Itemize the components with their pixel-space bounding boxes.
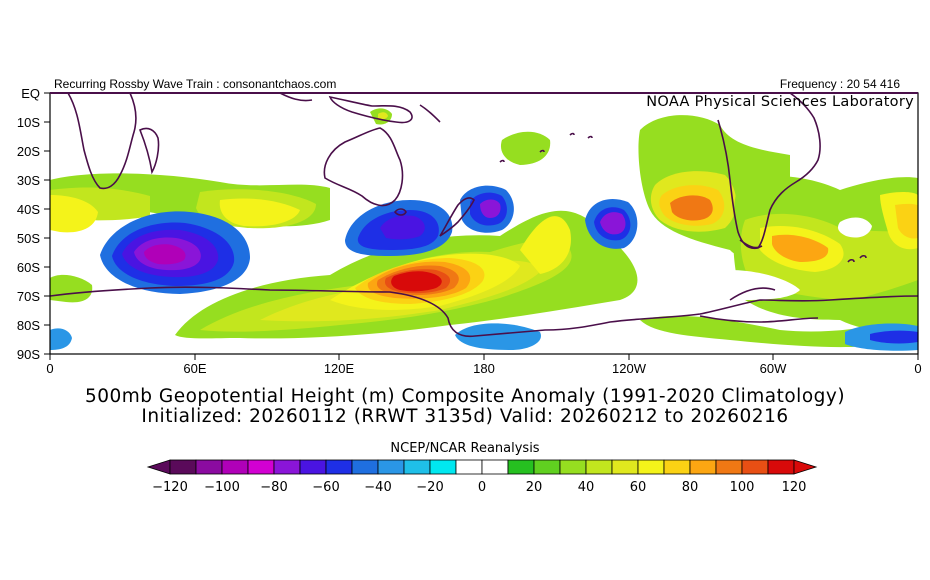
colorbar-swatch	[325, 459, 353, 475]
colorbar-tick-label: 20	[526, 480, 543, 495]
colorbar-swatch	[195, 459, 223, 475]
colorbar-tick-label: −20	[416, 480, 443, 495]
frequency-label: Frequency : 20 54 416	[779, 77, 900, 91]
anomaly-field	[50, 108, 918, 351]
lon-label: 180	[473, 361, 495, 376]
lon-label: 120W	[612, 361, 647, 376]
colorbar-swatch	[715, 459, 743, 475]
colorbar-tick-label: −60	[312, 480, 339, 495]
longitude-axis: 0 60E 120E 180 120W 60W 0	[46, 361, 921, 376]
colorbar-tick-label: −120	[152, 480, 188, 495]
colorbar-swatch	[429, 459, 457, 475]
colorbar-right-arrow	[793, 459, 818, 475]
colorbar-swatch	[767, 459, 795, 475]
lab-credit: NOAA Physical Sciences Laboratory	[646, 94, 914, 110]
lon-label: 120E	[324, 361, 355, 376]
colorbar-swatch	[403, 459, 431, 475]
colorbar-swatch	[637, 459, 665, 475]
colorbar-swatch	[689, 459, 717, 475]
colorbar-swatch	[377, 459, 405, 475]
map-subtitle: Initialized: 20260112 (RRWT 3135d) Valid…	[141, 406, 789, 427]
lat-label: 90S	[17, 347, 40, 362]
lat-label: 30S	[17, 173, 40, 188]
data-source-label: NCEP/NCAR Reanalysis	[390, 441, 540, 456]
colorbar-swatch	[351, 459, 379, 475]
colorbar-swatch	[169, 459, 197, 475]
colorbar-swatch	[611, 459, 639, 475]
lat-label: 60S	[17, 260, 40, 275]
lat-label: 10S	[17, 115, 40, 130]
colorbar-swatch	[533, 459, 561, 475]
colorbar-swatch	[481, 459, 509, 475]
colorbar-tick-label: 100	[730, 480, 755, 495]
colorbar-labels: −120 −100 −80 −60 −40 −20 0 20 40 60 80 100 120	[152, 480, 806, 495]
lat-label: 70S	[17, 289, 40, 304]
colorbar-left-arrow	[146, 459, 171, 475]
lat-label: 20S	[17, 144, 40, 159]
latitude-ticks	[44, 92, 919, 360]
lat-label: 80S	[17, 318, 40, 333]
colorbar-tick-label: 60	[630, 480, 647, 495]
map-title: 500mb Geopotential Height (m) Composite …	[84, 386, 846, 407]
latitude-axis: EQ 10S 20S 30S 40S 50S 60S 70S 80S 90S	[17, 86, 40, 362]
colorbar-tick-label: 120	[782, 480, 807, 495]
colorbar-swatch	[455, 459, 483, 475]
colorbar-tick-label: −100	[204, 480, 240, 495]
lon-label: 60E	[183, 361, 206, 376]
colorbar-tick-label: 0	[478, 480, 486, 495]
lon-label: 60W	[760, 361, 787, 376]
colorbar-tick-label: 40	[578, 480, 595, 495]
colorbar-tick-label: 80	[682, 480, 699, 495]
colorbar-swatch	[299, 459, 327, 475]
colorbar-swatch	[221, 459, 249, 475]
lon-label: 0	[46, 361, 53, 376]
coastlines	[50, 93, 918, 338]
colorbar-swatch	[507, 459, 535, 475]
lon-label: 0	[914, 361, 921, 376]
colorbar-boxes	[146, 459, 818, 475]
colorbar-swatch	[273, 459, 301, 475]
colorbar-tick-label: −80	[260, 480, 287, 495]
lat-label: 40S	[17, 202, 40, 217]
lat-label: EQ	[21, 86, 40, 101]
colorbar-swatch	[559, 459, 587, 475]
lat-label: 50S	[17, 231, 40, 246]
colorbar-swatch	[741, 459, 769, 475]
colorbar-tick-label: −40	[364, 480, 391, 495]
product-source-label: Recurring Rossby Wave Train : consonantc…	[54, 77, 337, 91]
colorbar-swatch	[247, 459, 275, 475]
colorbar-swatch	[585, 459, 613, 475]
colorbar-swatch	[663, 459, 691, 475]
